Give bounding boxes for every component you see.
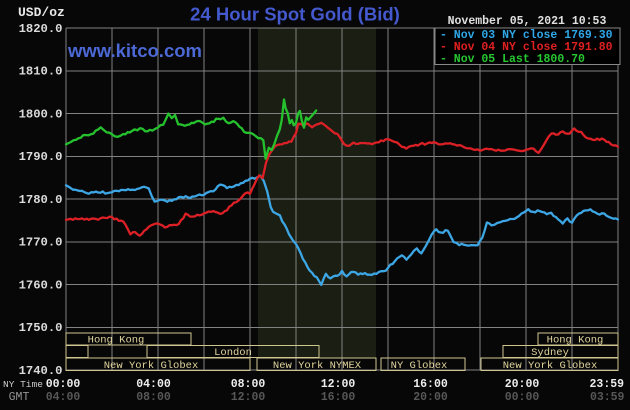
svg-text:London: London xyxy=(214,347,252,359)
svg-text:New York Globex: New York Globex xyxy=(104,360,199,372)
svg-text:- Nov 04 NY close 1791.80: - Nov 04 NY close 1791.80 xyxy=(440,41,613,54)
svg-text:GMT: GMT xyxy=(9,391,30,404)
svg-text:04:00: 04:00 xyxy=(46,391,81,404)
svg-text:20:00: 20:00 xyxy=(413,391,448,404)
svg-text:Hong Kong: Hong Kong xyxy=(88,335,145,347)
svg-text:NY Time: NY Time xyxy=(3,379,43,390)
svg-text:08:00: 08:00 xyxy=(231,378,266,391)
svg-text:- Nov 03 NY close 1769.30: - Nov 03 NY close 1769.30 xyxy=(440,29,613,42)
svg-text:- Nov 05 Last 1800.70: - Nov 05 Last 1800.70 xyxy=(440,53,585,66)
svg-text:1780.0: 1780.0 xyxy=(19,193,63,207)
svg-text:1820.0: 1820.0 xyxy=(19,22,63,36)
svg-text:1790.0: 1790.0 xyxy=(19,150,63,164)
svg-text:23:59: 23:59 xyxy=(590,378,625,391)
svg-text:1740.0: 1740.0 xyxy=(19,364,63,378)
svg-text:Hong Kong: Hong Kong xyxy=(547,335,604,347)
svg-text:1750.0: 1750.0 xyxy=(19,321,63,335)
svg-text:00:00: 00:00 xyxy=(505,391,540,404)
svg-text:www.kitco.com: www.kitco.com xyxy=(67,40,202,61)
svg-text:1770.0: 1770.0 xyxy=(19,236,63,250)
svg-text:USD/oz: USD/oz xyxy=(18,5,65,20)
svg-text:16:00: 16:00 xyxy=(413,378,448,391)
svg-text:03:59: 03:59 xyxy=(590,391,625,404)
svg-text:1760.0: 1760.0 xyxy=(19,278,63,292)
svg-text:20:00: 20:00 xyxy=(505,378,540,391)
svg-text:1810.0: 1810.0 xyxy=(19,65,63,79)
svg-text:12:00: 12:00 xyxy=(321,378,356,391)
svg-text:1800.0: 1800.0 xyxy=(19,107,63,121)
svg-text:08:00: 08:00 xyxy=(136,391,171,404)
svg-text:12:00: 12:00 xyxy=(231,391,266,404)
svg-text:00:00: 00:00 xyxy=(46,378,81,391)
svg-text:New York Globex: New York Globex xyxy=(503,360,598,372)
svg-text:04:00: 04:00 xyxy=(136,378,171,391)
svg-text:NY Globex: NY Globex xyxy=(391,360,448,372)
svg-text:New York NYMEX: New York NYMEX xyxy=(273,360,362,372)
svg-text:24 Hour Spot Gold (Bid): 24 Hour Spot Gold (Bid) xyxy=(190,3,400,24)
svg-text:16:00: 16:00 xyxy=(321,391,356,404)
svg-text:Sydney: Sydney xyxy=(531,347,569,359)
svg-text:November 05, 2021 10:53: November 05, 2021 10:53 xyxy=(448,15,607,28)
